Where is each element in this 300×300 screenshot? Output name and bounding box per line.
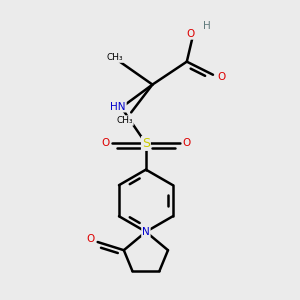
Text: CH₃: CH₃ [116, 116, 133, 125]
Text: O: O [86, 234, 94, 244]
Text: O: O [183, 138, 191, 148]
Text: O: O [186, 29, 194, 39]
Text: O: O [217, 72, 225, 82]
Text: HN: HN [110, 102, 126, 112]
Text: H: H [203, 21, 211, 31]
Text: S: S [142, 137, 150, 150]
Text: O: O [101, 138, 109, 148]
Text: CH₃: CH₃ [106, 53, 123, 62]
Text: N: N [142, 227, 150, 237]
